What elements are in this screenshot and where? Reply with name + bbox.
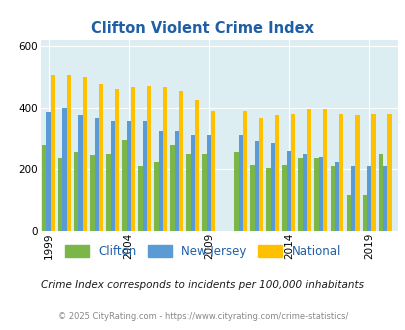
Bar bbox=[366, 166, 370, 231]
Bar bbox=[110, 121, 115, 231]
Bar bbox=[258, 118, 263, 231]
Bar bbox=[382, 166, 386, 231]
Bar bbox=[90, 155, 94, 231]
Bar bbox=[179, 90, 183, 231]
Bar bbox=[83, 77, 87, 231]
Bar bbox=[42, 145, 46, 231]
Bar bbox=[98, 84, 103, 231]
Text: © 2025 CityRating.com - https://www.cityrating.com/crime-statistics/: © 2025 CityRating.com - https://www.city… bbox=[58, 312, 347, 321]
Bar bbox=[147, 86, 151, 231]
Bar bbox=[290, 114, 295, 231]
Bar bbox=[154, 162, 158, 231]
Bar bbox=[94, 118, 98, 231]
Bar bbox=[106, 154, 110, 231]
Bar bbox=[46, 112, 51, 231]
Bar bbox=[350, 166, 354, 231]
Bar bbox=[250, 165, 254, 231]
Bar bbox=[298, 158, 302, 231]
Bar bbox=[270, 143, 275, 231]
Bar bbox=[377, 154, 382, 231]
Legend: Clifton, New Jersey, National: Clifton, New Jersey, National bbox=[65, 245, 340, 258]
Bar bbox=[370, 114, 375, 231]
Bar bbox=[190, 135, 194, 231]
Bar bbox=[302, 154, 306, 231]
Bar bbox=[238, 135, 243, 231]
Bar bbox=[162, 87, 167, 231]
Bar bbox=[318, 157, 322, 231]
Bar bbox=[286, 151, 290, 231]
Bar bbox=[334, 162, 338, 231]
Bar bbox=[211, 111, 215, 231]
Bar bbox=[174, 131, 179, 231]
Bar bbox=[346, 195, 350, 231]
Bar bbox=[186, 154, 190, 231]
Bar bbox=[338, 114, 343, 231]
Bar bbox=[126, 121, 130, 231]
Bar bbox=[62, 108, 67, 231]
Bar bbox=[78, 115, 83, 231]
Text: Clifton Violent Crime Index: Clifton Violent Crime Index bbox=[91, 21, 314, 36]
Bar bbox=[282, 165, 286, 231]
Bar bbox=[115, 89, 119, 231]
Bar bbox=[314, 158, 318, 231]
Bar bbox=[74, 152, 78, 231]
Bar bbox=[275, 115, 279, 231]
Bar bbox=[330, 166, 334, 231]
Bar bbox=[122, 140, 126, 231]
Bar bbox=[142, 121, 147, 231]
Bar bbox=[138, 166, 142, 231]
Bar bbox=[67, 75, 71, 231]
Text: Crime Index corresponds to incidents per 100,000 inhabitants: Crime Index corresponds to incidents per… bbox=[41, 280, 364, 290]
Bar bbox=[158, 131, 162, 231]
Bar bbox=[354, 115, 358, 231]
Bar bbox=[254, 142, 258, 231]
Bar bbox=[130, 87, 135, 231]
Bar bbox=[234, 152, 238, 231]
Bar bbox=[362, 195, 366, 231]
Bar bbox=[266, 168, 270, 231]
Bar bbox=[194, 100, 199, 231]
Bar bbox=[306, 109, 311, 231]
Bar bbox=[243, 111, 247, 231]
Bar bbox=[386, 114, 390, 231]
Bar bbox=[58, 158, 62, 231]
Bar bbox=[322, 109, 327, 231]
Bar bbox=[170, 145, 174, 231]
Bar bbox=[202, 154, 206, 231]
Bar bbox=[51, 75, 55, 231]
Bar bbox=[206, 135, 211, 231]
